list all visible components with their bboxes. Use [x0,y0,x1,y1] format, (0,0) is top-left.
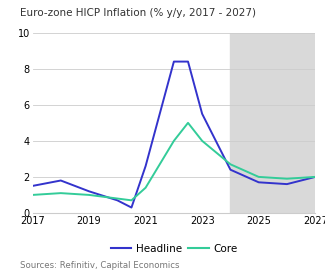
Bar [230,33,315,213]
Text: Euro-zone HICP Inflation (% y/y, 2017 - 2027): Euro-zone HICP Inflation (% y/y, 2017 - … [20,8,255,18]
Text: Sources: Refinitiv, Capital Economics: Sources: Refinitiv, Capital Economics [20,261,179,270]
Legend: Headline, Core: Headline, Core [106,240,241,258]
